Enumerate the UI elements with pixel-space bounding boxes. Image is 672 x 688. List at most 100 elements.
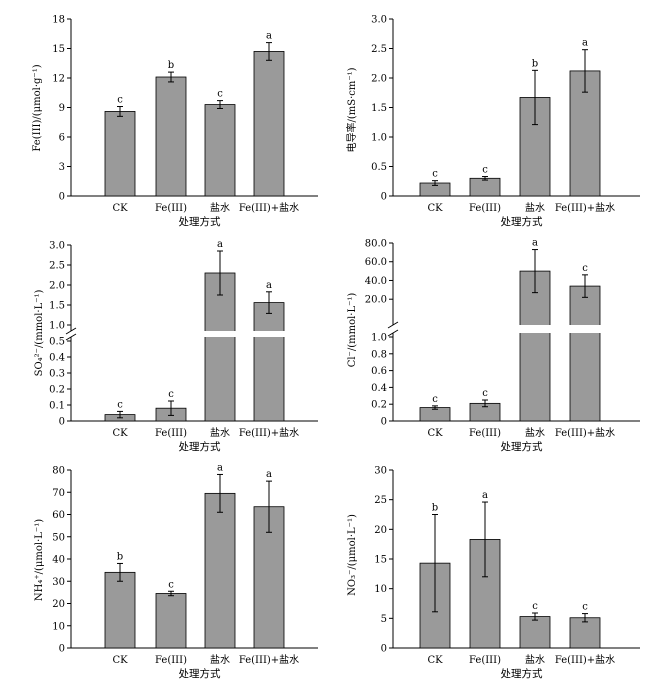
significance-letter: a <box>266 280 272 291</box>
axis-break-mark <box>65 327 77 335</box>
significance-letter: c <box>432 169 438 180</box>
bar <box>204 272 236 422</box>
bar <box>569 617 601 649</box>
y-tick-label: 10 <box>374 584 387 595</box>
category-label: Fe(III)+盐水 <box>555 426 615 439</box>
x-axis-title: 处理方式 <box>179 440 221 453</box>
axis-break-mark <box>387 321 399 329</box>
y-tick-label: 6 <box>59 133 65 144</box>
bar <box>253 506 285 649</box>
y-tick-label: 60.0 <box>365 257 387 268</box>
y-tick-label: 80.0 <box>365 239 387 250</box>
axis-break-mark <box>65 333 77 341</box>
y-axis-title: SO₄²⁻/(mmol·L⁻¹) <box>34 290 45 377</box>
panel-so4: 0 0.1 0.2 0.3 0.4 0.5 1.0 1.5 2.0 2.5 3.0 c CK c Fe(II… <box>34 239 318 453</box>
y-tick-label: 15 <box>374 555 387 566</box>
category-label: 盐水 <box>525 201 545 214</box>
panel-no3: 0 5 10 15 20 25 30 b CK a Fe(III) c 盐水 c Fe(III)+盐水处理方… <box>347 466 640 680</box>
category-label: 盐水 <box>525 426 545 439</box>
y-tick-label: 12 <box>52 74 65 85</box>
y-tick-label: 40 <box>52 555 65 566</box>
y-tick-label: 0.5 <box>371 162 387 173</box>
axis-break-gap <box>68 331 318 337</box>
y-tick-label: 20.0 <box>365 295 387 306</box>
significance-letter: b <box>432 503 438 514</box>
y-tick-label: 0.3 <box>49 369 65 380</box>
significance-letter: a <box>532 238 538 249</box>
y-tick-label: 0 <box>381 644 387 655</box>
y-axis-title: 电导率/(mS·cm⁻¹) <box>345 67 358 152</box>
y-tick-label: 2.0 <box>49 281 65 292</box>
category-label: Fe(III)+盐水 <box>239 653 299 666</box>
category-label: CK <box>112 428 128 439</box>
y-tick-label: 20 <box>52 599 65 610</box>
significance-letter: a <box>266 469 272 480</box>
significance-letter: c <box>532 601 538 612</box>
y-tick-label: 2.0 <box>371 74 387 85</box>
significance-letter: c <box>582 263 588 274</box>
y-tick-label: 1.5 <box>371 103 387 114</box>
y-tick-label: 60 <box>52 510 65 521</box>
bar <box>253 51 285 197</box>
y-tick-label: 18 <box>52 15 65 26</box>
y-tick-label: 20 <box>374 525 387 536</box>
y-tick-label: 3.0 <box>371 15 387 26</box>
significance-letter: b <box>117 551 123 562</box>
y-axis-title: NO₃⁻/(μmol·L⁻¹) <box>347 514 358 596</box>
category-label: Fe(III)+盐水 <box>239 201 299 214</box>
y-tick-label: 0.4 <box>49 353 65 364</box>
y-tick-label: 80 <box>52 466 65 477</box>
category-label: CK <box>427 428 443 439</box>
bar <box>519 616 551 649</box>
significance-letter: a <box>482 490 488 501</box>
y-tick-label: 9 <box>59 103 65 114</box>
bar <box>104 571 136 649</box>
category-label: Fe(III) <box>155 655 187 666</box>
category-label: Fe(III)+盐水 <box>555 201 615 214</box>
significance-letter: c <box>117 95 123 106</box>
significance-letter: c <box>168 389 174 400</box>
y-tick-label: 1.5 <box>49 301 65 312</box>
category-label: Fe(III) <box>155 203 187 214</box>
significance-letter: c <box>217 89 223 100</box>
y-tick-label: 3 <box>59 162 65 173</box>
panel-nh4: 0 10 20 30 40 50 60 70 80 b CK c Fe(III) a 盐水 a Fe(III)+… <box>34 462 318 680</box>
panel-ec: 0 0.5 1.0 1.5 2.0 2.5 3.0 c CK c Fe(III) b 盐水 a Fe(III… <box>345 15 640 228</box>
bar <box>104 111 136 197</box>
bar <box>204 104 236 197</box>
significance-letter: c <box>582 602 588 613</box>
y-tick-label: 0.2 <box>49 385 65 396</box>
y-tick-label: 0.2 <box>371 400 387 411</box>
bar <box>569 285 601 422</box>
category-label: CK <box>112 203 128 214</box>
bar <box>519 270 551 422</box>
significance-letter: b <box>532 58 538 69</box>
y-tick-label: 1.0 <box>49 321 65 332</box>
category-label: Fe(III) <box>469 655 501 666</box>
bar <box>469 177 501 197</box>
category-label: 盐水 <box>210 201 230 214</box>
category-label: Fe(III) <box>155 428 187 439</box>
y-tick-label: 1.0 <box>371 133 387 144</box>
y-tick-label: 2.5 <box>371 44 387 55</box>
significance-letter: c <box>117 399 123 410</box>
category-label: CK <box>112 655 128 666</box>
x-axis-title: 处理方式 <box>501 440 543 453</box>
significance-letter: c <box>432 394 438 405</box>
y-tick-label: 40.0 <box>365 276 387 287</box>
y-tick-label: 0 <box>381 192 387 203</box>
y-tick-label: 15 <box>52 44 65 55</box>
significance-letter: a <box>582 38 588 49</box>
y-tick-label: 0.1 <box>49 401 65 412</box>
y-tick-label: 0 <box>59 644 65 655</box>
significance-letter: a <box>266 31 272 42</box>
category-label: CK <box>427 655 443 666</box>
category-label: 盐水 <box>525 653 545 666</box>
significance-letter: c <box>168 579 174 590</box>
y-tick-label: 3.0 <box>49 241 65 252</box>
x-axis-title: 处理方式 <box>179 667 221 680</box>
y-tick-label: 2.5 <box>49 261 65 272</box>
significance-letter: c <box>482 388 488 399</box>
